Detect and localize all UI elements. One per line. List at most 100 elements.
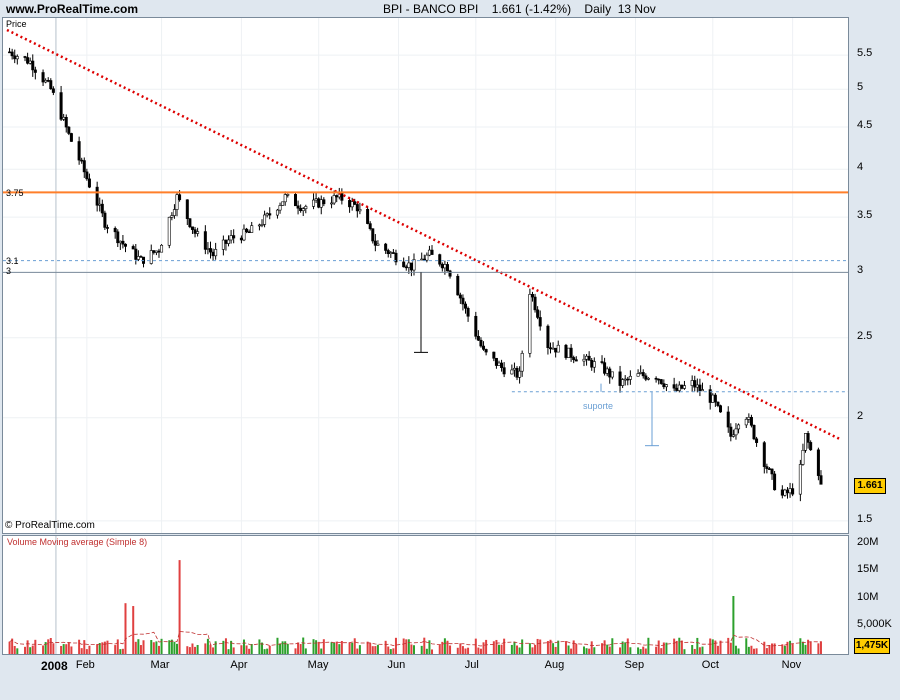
time-tick-label: Feb bbox=[75, 659, 95, 671]
candle-body bbox=[31, 60, 35, 71]
candle-body bbox=[404, 266, 408, 269]
candle-body bbox=[247, 231, 251, 233]
candle-body bbox=[641, 372, 645, 377]
volume-bar bbox=[747, 646, 750, 654]
volume-bar bbox=[510, 644, 513, 654]
candle-body bbox=[628, 375, 632, 380]
volume-bar bbox=[16, 648, 19, 654]
time-tick-label: Jul bbox=[464, 659, 479, 671]
candle-body bbox=[654, 377, 658, 380]
volume-bar bbox=[752, 648, 755, 654]
candle-body bbox=[765, 466, 769, 469]
candle-body bbox=[425, 254, 429, 261]
time-tick-label: Mar bbox=[150, 659, 170, 671]
volume-bar bbox=[786, 641, 789, 654]
volume-bar bbox=[170, 639, 173, 654]
candle-body bbox=[492, 351, 496, 359]
candle-body bbox=[286, 194, 290, 196]
volume-bar bbox=[366, 641, 369, 654]
volume-bar bbox=[330, 642, 333, 654]
volume-bar bbox=[85, 649, 88, 654]
candle-body bbox=[118, 240, 122, 244]
downtrend-line bbox=[6, 28, 843, 442]
volume-bar bbox=[477, 647, 480, 654]
price-tick-label: 5.5 bbox=[857, 47, 873, 60]
candle-body bbox=[680, 384, 684, 389]
volume-panel: Volume Moving average (Simple 8) bbox=[2, 535, 849, 655]
volume-bar bbox=[78, 639, 81, 654]
volume-tick-label: 20M bbox=[857, 535, 879, 548]
candle-body bbox=[391, 252, 395, 254]
candle-body bbox=[373, 240, 377, 246]
candle-body bbox=[239, 237, 243, 241]
volume-bar bbox=[188, 647, 191, 654]
volume-bar bbox=[392, 648, 395, 654]
candle-body bbox=[208, 248, 212, 253]
candle-body bbox=[13, 55, 17, 60]
candle-body bbox=[636, 373, 640, 377]
volume-bar bbox=[194, 646, 197, 654]
volume-bar bbox=[124, 603, 127, 654]
candle-body bbox=[783, 489, 787, 496]
volume-bar bbox=[384, 640, 387, 654]
candle-body bbox=[585, 355, 589, 360]
volume-bar bbox=[60, 645, 63, 654]
volume-bar bbox=[701, 646, 704, 654]
candle-body bbox=[693, 380, 697, 388]
volume-bar bbox=[261, 642, 264, 654]
volume-bar bbox=[155, 641, 158, 654]
volume-bar bbox=[557, 640, 560, 654]
candle-body bbox=[510, 369, 514, 375]
volume-bar bbox=[62, 644, 65, 654]
candle-body bbox=[657, 378, 661, 381]
volume-panel-label: Volume Moving average (Simple 8) bbox=[7, 537, 148, 547]
candle-body bbox=[8, 51, 12, 54]
volume-bar bbox=[443, 638, 446, 654]
last-volume-badge: 1,475K bbox=[854, 638, 890, 654]
price-chart bbox=[3, 18, 848, 533]
candle-body bbox=[95, 186, 99, 206]
candle-body bbox=[734, 428, 738, 436]
candle-body bbox=[296, 205, 300, 209]
volume-bar bbox=[683, 649, 686, 654]
candle-body bbox=[479, 339, 483, 347]
candle-body bbox=[193, 229, 197, 234]
volume-bar bbox=[639, 649, 642, 654]
volume-bar bbox=[714, 640, 717, 654]
candle-body bbox=[131, 246, 135, 250]
volume-bar bbox=[536, 638, 539, 654]
candle-body bbox=[260, 224, 264, 226]
candle-body bbox=[263, 214, 267, 225]
volume-bar bbox=[49, 638, 52, 654]
volume-bar bbox=[606, 644, 609, 654]
candle-body bbox=[618, 371, 622, 386]
volume-bar bbox=[186, 646, 189, 654]
candle-body bbox=[376, 243, 380, 246]
candle-body bbox=[136, 256, 140, 260]
candle-body bbox=[278, 205, 282, 211]
candle-body bbox=[105, 227, 109, 229]
volume-bar bbox=[322, 639, 325, 654]
candle-body bbox=[644, 375, 648, 380]
candle-body bbox=[82, 160, 86, 173]
candle-body bbox=[445, 264, 449, 272]
volume-bar bbox=[727, 637, 730, 654]
volume-bar bbox=[142, 640, 145, 654]
candle-body bbox=[335, 195, 339, 198]
volume-bar bbox=[152, 642, 155, 654]
volume-bar bbox=[11, 638, 14, 654]
volume-bar bbox=[624, 642, 627, 654]
volume-bar bbox=[168, 640, 171, 654]
candle-body bbox=[304, 206, 308, 210]
candle-body bbox=[299, 207, 303, 212]
candle-body bbox=[319, 199, 323, 208]
candle-body bbox=[422, 258, 426, 261]
volume-bar bbox=[572, 640, 575, 654]
volume-moving-average bbox=[9, 631, 822, 647]
candle-body bbox=[587, 355, 591, 361]
volume-bar bbox=[729, 642, 732, 654]
volume-bar bbox=[412, 645, 415, 654]
candle-body bbox=[690, 380, 694, 386]
volume-bar bbox=[369, 642, 372, 654]
volume-bar bbox=[266, 648, 269, 654]
